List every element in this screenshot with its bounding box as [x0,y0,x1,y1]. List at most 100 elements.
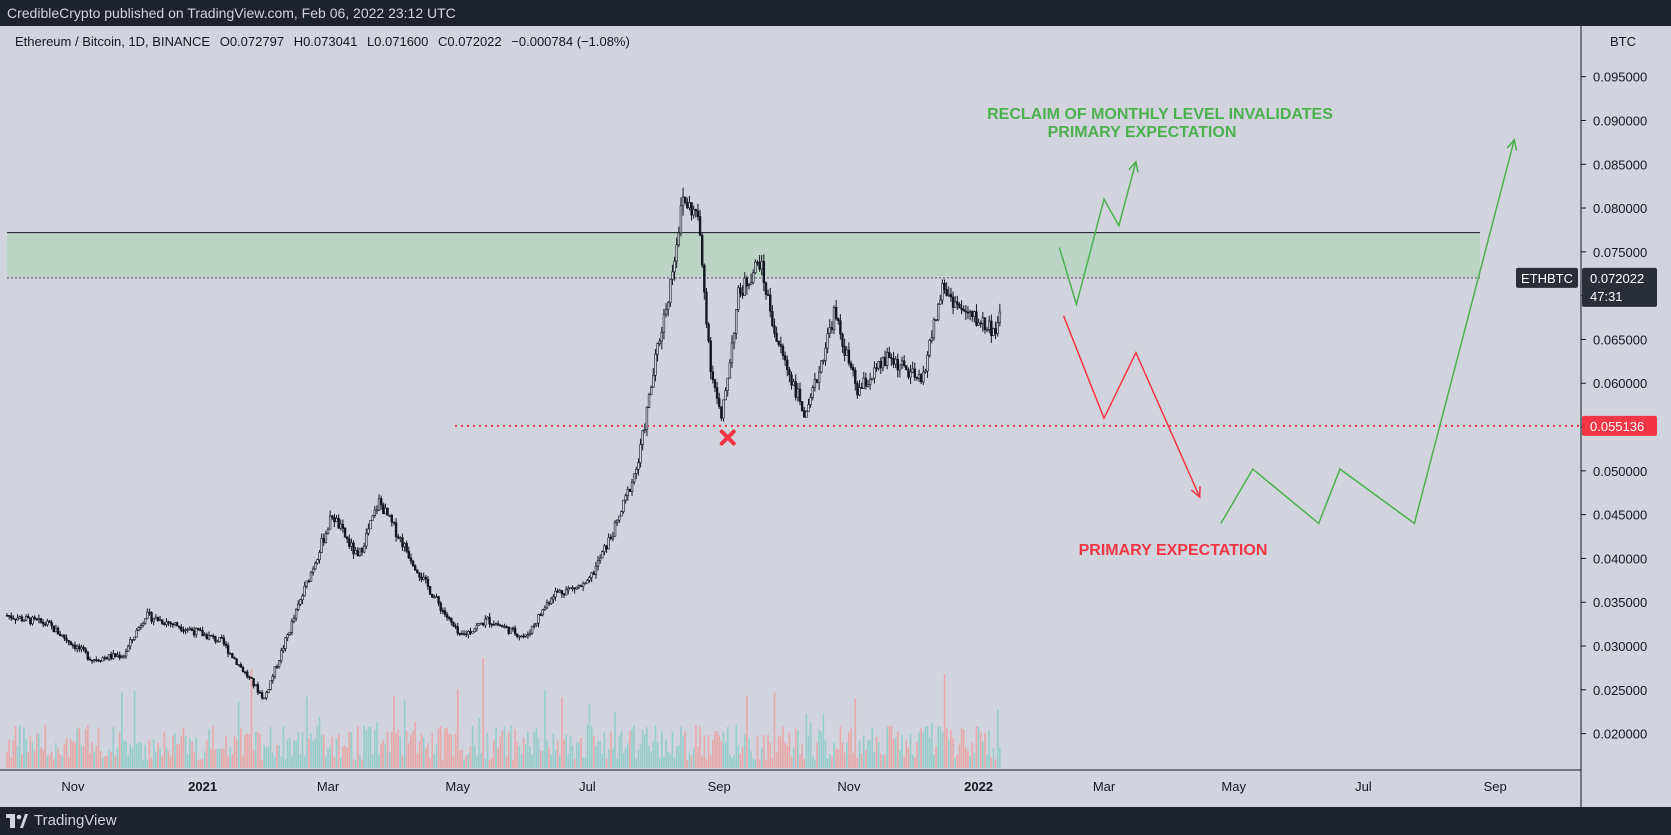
volume-bar [748,738,750,768]
candle-body [311,568,315,573]
candle-body [165,621,168,625]
candle-body [922,371,925,383]
candle-body [800,401,804,412]
volume-bar [567,753,570,768]
volume-bar [741,746,744,768]
volume-bar [197,759,200,768]
candle-body [392,521,396,524]
volume-bar [909,734,912,768]
volume-bar [223,749,225,768]
candle-body [739,287,742,294]
monthly-level-zone [7,232,1480,277]
candle-body [467,630,470,636]
candle-body [777,341,780,345]
volume-bar [879,753,882,768]
volume-bar [518,745,521,768]
candle-body [724,390,727,401]
candle-body [983,317,987,331]
volume-bar [769,742,772,768]
candle-body [622,499,625,512]
candle-body [401,537,404,548]
volume-bar [235,739,238,768]
volume-bar [416,753,419,768]
price-tick-label: 0.045000 [1593,508,1647,523]
tradingview-logo[interactable]: TradingView [6,807,117,835]
candle-body [762,261,766,284]
volume-bar [263,744,266,768]
volume-bar [454,733,457,768]
volume-bar [316,726,319,768]
candle-body [90,659,94,662]
time-tick-label: 2022 [964,779,993,794]
candle-body [388,515,391,517]
candle-body [626,488,629,496]
volume-bar [427,743,429,768]
price-chart[interactable]: RECLAIM OF MONTHLY LEVEL INVALIDATES PRI… [0,26,1671,807]
volume-bar [722,731,725,768]
candle-body [167,621,170,624]
candle-body [384,507,387,515]
volume-bar [697,746,699,768]
candle-body [139,625,143,628]
volume-bar [507,732,510,768]
candle-body [613,522,617,537]
candle-body [858,387,861,396]
candle-body [809,397,812,405]
volume-bar [218,748,221,768]
chart-area[interactable]: RECLAIM OF MONTHLY LEVEL INVALIDATES PRI… [0,26,1671,807]
volume-bar [524,744,527,768]
candle-body [254,684,257,687]
candle-body [758,261,761,270]
candle-body [975,311,978,326]
candle-body [847,349,851,364]
candle-body [841,333,844,347]
candle-body [58,633,62,637]
candle-body [681,196,685,207]
volume-bar [505,756,508,768]
volume-bar [573,758,576,768]
volume-bar [556,740,559,768]
candle-body [10,615,13,619]
volume-bar [435,743,438,768]
candle-body [260,692,264,699]
candle-body [305,580,308,587]
volume-bar [225,735,227,768]
candle-body [226,645,230,654]
volume-bar [295,741,297,768]
volume-bar [397,729,399,768]
volume-bar [431,733,433,768]
volume-bar [276,744,278,768]
candle-body [611,535,615,539]
volume-bar [588,704,591,768]
candle-body [520,635,523,638]
candle-body [471,631,474,634]
volume-bar [216,749,219,768]
volume-bar [563,739,565,768]
volume-bar [537,737,540,768]
candle-body [180,627,183,631]
volume-bar [595,745,597,768]
volume-bar [476,756,478,768]
volume-bar [994,759,997,768]
time-axis-ticks[interactable]: Nov 2021 Mar May Jul Sep Nov 2022 Mar May Jul Sep [61,779,1506,794]
volume-bar [648,745,650,768]
time-tick-label: May [1221,779,1246,794]
volume-bar [14,726,17,768]
volume-bar [807,736,810,768]
volume-bar [516,742,519,768]
candle-body [156,616,160,622]
volume-bar [305,696,308,768]
volume-bar [123,740,125,768]
candle-body [465,633,468,636]
candle-body [981,317,985,324]
volume-bar [758,759,761,768]
price-tick-label: 0.030000 [1593,639,1647,654]
volume-bar [265,747,268,768]
time-tick-label: Nov [61,779,85,794]
candle-body [649,386,653,396]
volume-bar [724,742,727,768]
candle-body [854,369,857,384]
price-tick-label: 0.080000 [1593,201,1647,216]
candle-body [290,621,294,633]
volume-bar [89,752,91,768]
